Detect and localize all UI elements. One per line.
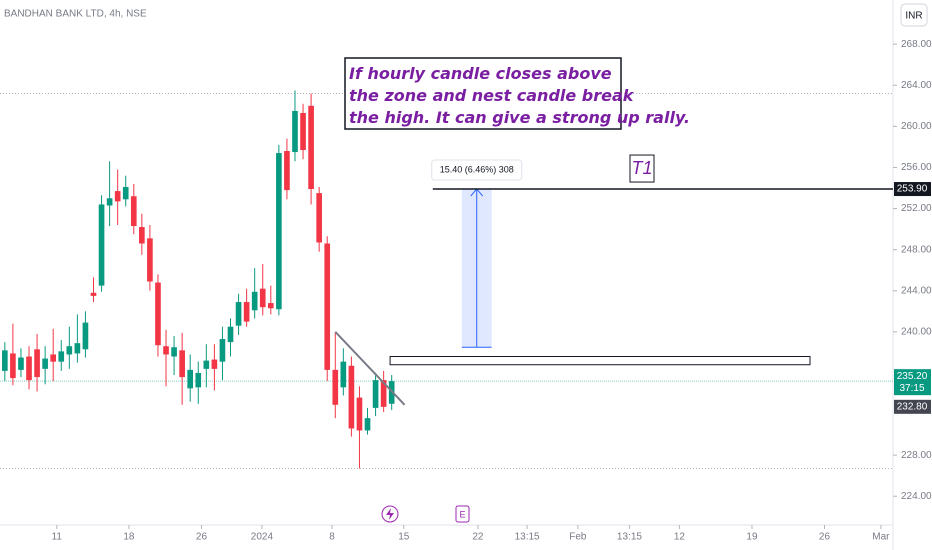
candle-body: [147, 238, 153, 282]
y-tick-label: 252.00: [901, 203, 932, 214]
earnings-icon[interactable]: [455, 505, 470, 523]
candle-body: [82, 322, 89, 350]
candle-body: [179, 350, 185, 378]
candle-body: [114, 191, 121, 202]
trendline: [334, 331, 406, 406]
x-tick-label: 8: [329, 532, 335, 543]
candle-body: [300, 113, 306, 150]
candle-body: [316, 193, 322, 243]
target-tag-label: 253.90: [897, 184, 928, 195]
earnings-letter: E: [459, 509, 465, 519]
candle-body: [195, 372, 202, 388]
x-tick-label: Feb: [569, 532, 587, 543]
x-tick-label: 13:15: [617, 532, 642, 543]
chart-title: BANDHAN BANK LTD, 4h, NSE: [4, 9, 147, 20]
candle-body: [259, 288, 266, 308]
candle-body: [42, 358, 48, 369]
annotation-line: the zone and nest candle break: [349, 86, 635, 105]
measure-label: 15.40 (6.46%) 308: [440, 164, 514, 174]
candle-body: [50, 354, 57, 362]
other-tag: [894, 399, 931, 414]
candle-body: [276, 153, 282, 310]
candle-body: [284, 151, 290, 191]
y-tick-label: 268.00: [901, 39, 932, 50]
candle-body: [163, 346, 169, 355]
y-tick-label: 248.00: [901, 244, 932, 255]
candle-body: [243, 302, 250, 322]
candle-body: [348, 365, 355, 429]
candle-body: [171, 347, 177, 357]
x-tick-label: 11: [52, 532, 63, 543]
candle-body: [332, 369, 339, 405]
candle-body: [34, 349, 40, 378]
candle-body: [90, 292, 97, 296]
candle-body: [267, 303, 274, 309]
candle-body: [308, 105, 314, 190]
candle-body: [219, 339, 226, 362]
currency-button[interactable]: [900, 3, 928, 27]
candle-body: [10, 353, 16, 379]
target-tag: [894, 182, 931, 197]
candle-body: [106, 198, 113, 206]
candle-body: [26, 356, 32, 381]
countdown: 37:15: [899, 383, 924, 394]
y-tick-label: 264.00: [901, 80, 932, 91]
x-tick-label: 26: [196, 532, 208, 543]
candle-body: [292, 110, 298, 153]
x-tick-label: 2024: [251, 532, 274, 543]
other-tag-label: 232.80: [897, 401, 928, 412]
x-tick-label: Mar: [872, 532, 890, 543]
y-tick-label: 240.00: [901, 326, 932, 337]
target-name-box: [629, 154, 655, 183]
candle-body: [122, 186, 129, 200]
candle-body: [2, 350, 8, 371]
annotation-box: [344, 57, 622, 130]
candle-body: [139, 227, 145, 244]
candle-body: [235, 302, 242, 326]
y-tick-label: 256.00: [901, 162, 932, 173]
candle-body: [211, 359, 218, 369]
candle-body: [372, 380, 379, 408]
candle-body: [66, 346, 73, 355]
candle-body: [58, 351, 65, 362]
y-tick-label: 228.00: [901, 450, 932, 461]
candle-body: [130, 196, 137, 227]
currency: INR: [905, 11, 922, 22]
candle-body: [203, 360, 210, 369]
candle-body: [18, 357, 24, 370]
candle-body: [155, 282, 161, 346]
candle-body: [251, 291, 258, 311]
candle-body: [187, 369, 194, 389]
candle-body: [364, 418, 371, 431]
annotation-line: If hourly candle closes above: [349, 64, 612, 83]
annotation-line: the high. It can give a strong up rally.: [349, 108, 690, 127]
candle-body: [340, 361, 347, 388]
measure-label-box: [431, 159, 523, 181]
event-icons: E: [381, 505, 470, 523]
x-tick-label: 12: [674, 532, 686, 543]
current-tag-label: 235.20: [897, 371, 928, 382]
candle-body: [356, 397, 363, 431]
candle-body: [324, 243, 331, 370]
y-tick-label: 260.00: [901, 121, 932, 132]
x-tick-label: 13:15: [515, 532, 540, 543]
lightning: [386, 508, 394, 520]
candle-body: [380, 380, 387, 407]
y-tick-label: 224.00: [901, 491, 932, 502]
x-tick-label: 18: [123, 532, 135, 543]
x-tick-label: 19: [746, 532, 758, 543]
zone: [389, 356, 811, 366]
current-tag: [894, 369, 931, 396]
candle-body: [227, 326, 234, 343]
y-tick-label: 244.00: [901, 285, 932, 296]
x-tick-label: 22: [472, 532, 484, 543]
x-tick-label: 15: [398, 532, 410, 543]
candle-body: [98, 204, 105, 286]
target-name: T1: [631, 158, 652, 178]
candle-body: [74, 343, 81, 354]
x-tick-label: 26: [819, 532, 831, 543]
